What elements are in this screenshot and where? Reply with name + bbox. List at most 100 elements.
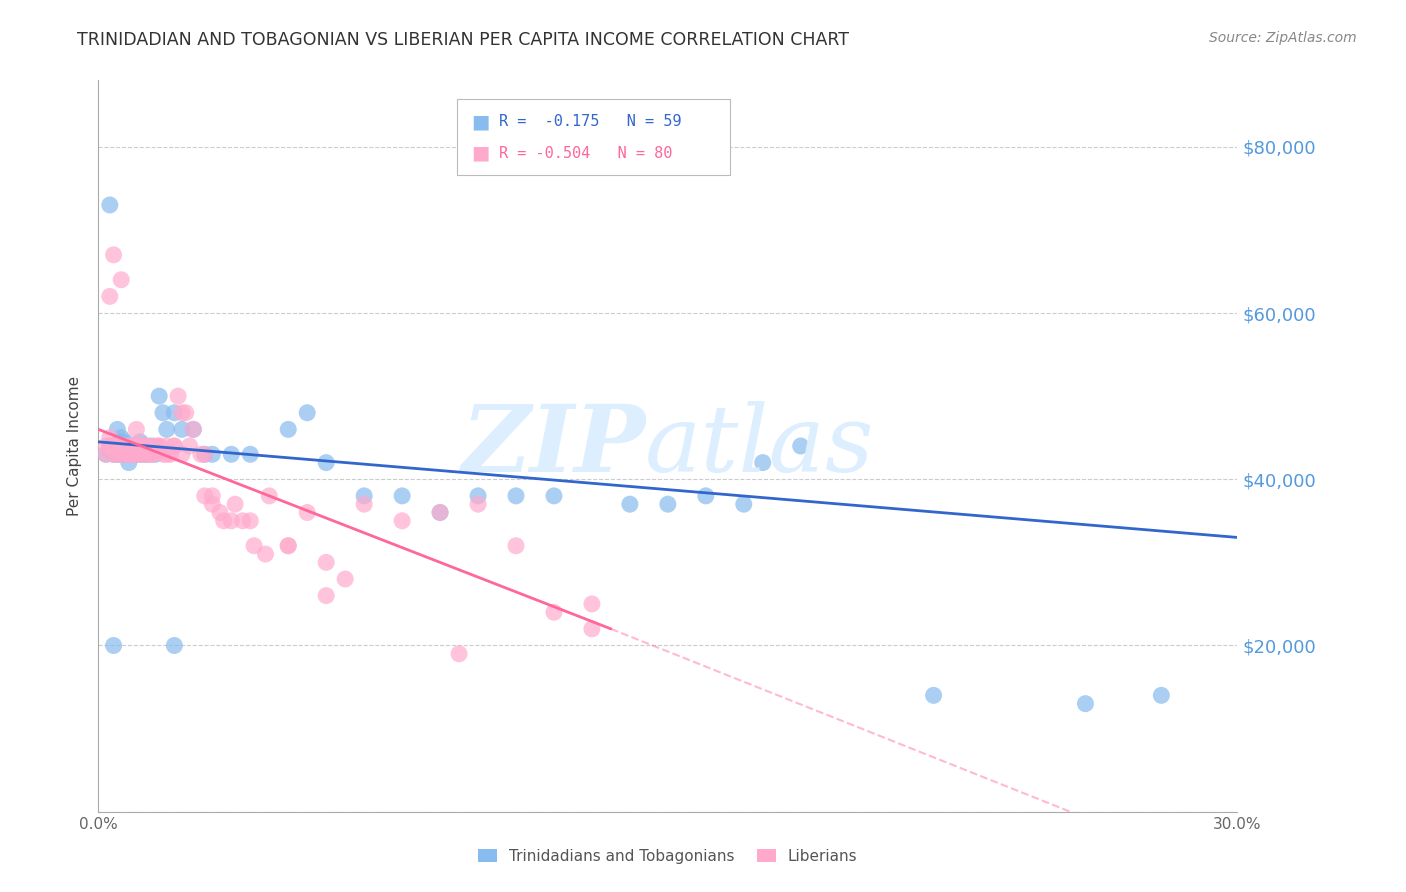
Point	[148, 439, 170, 453]
Text: TRINIDADIAN AND TOBAGONIAN VS LIBERIAN PER CAPITA INCOME CORRELATION CHART: TRINIDADIAN AND TOBAGONIAN VS LIBERIAN P…	[77, 31, 849, 49]
Point	[315, 555, 337, 569]
Point	[790, 439, 813, 453]
Point	[922, 689, 945, 703]
Point	[315, 456, 337, 470]
Point	[103, 439, 125, 453]
Point	[121, 439, 143, 453]
Point	[132, 439, 155, 453]
Point	[1074, 697, 1097, 711]
Point	[132, 447, 155, 461]
Point	[114, 447, 136, 461]
Point	[449, 647, 471, 661]
Point	[221, 514, 243, 528]
Point	[695, 489, 717, 503]
Point	[98, 439, 121, 453]
Point	[391, 489, 413, 503]
Point	[156, 439, 179, 453]
Point	[125, 422, 148, 436]
Point	[619, 497, 641, 511]
Point	[107, 439, 129, 453]
Text: ■: ■	[471, 144, 489, 163]
Point	[145, 447, 167, 461]
Point	[277, 539, 299, 553]
Point	[125, 439, 148, 453]
Point	[277, 539, 299, 553]
Point	[297, 506, 319, 520]
Point	[243, 539, 266, 553]
Point	[121, 447, 143, 461]
Point	[114, 439, 136, 453]
Point	[129, 434, 152, 449]
Point	[156, 447, 179, 461]
Text: ■: ■	[471, 112, 489, 131]
Point	[429, 506, 451, 520]
Point	[543, 489, 565, 503]
Point	[733, 497, 755, 511]
Text: R = -0.504   N = 80: R = -0.504 N = 80	[499, 146, 672, 161]
Point	[129, 439, 152, 453]
Text: atlas: atlas	[645, 401, 875, 491]
Point	[657, 497, 679, 511]
Point	[543, 605, 565, 619]
Point	[170, 447, 193, 461]
Point	[110, 439, 132, 453]
Point	[98, 431, 121, 445]
Point	[179, 439, 201, 453]
Point	[194, 447, 217, 461]
Point	[201, 447, 224, 461]
Point	[201, 497, 224, 511]
Point	[221, 447, 243, 461]
Point	[125, 439, 148, 453]
Point	[194, 447, 217, 461]
Point	[232, 514, 254, 528]
Point	[183, 422, 205, 436]
Point	[190, 447, 212, 461]
Point	[581, 597, 603, 611]
Point	[103, 439, 125, 453]
Point	[152, 447, 174, 461]
Point	[297, 406, 319, 420]
Point	[118, 456, 141, 470]
Point	[98, 289, 121, 303]
Point	[132, 439, 155, 453]
Point	[94, 447, 117, 461]
Point	[141, 439, 163, 453]
Point	[107, 422, 129, 436]
Point	[107, 447, 129, 461]
Point	[110, 439, 132, 453]
Point	[136, 447, 159, 461]
Point	[103, 248, 125, 262]
Point	[114, 434, 136, 449]
Point	[145, 439, 167, 453]
Point	[156, 422, 179, 436]
Point	[107, 439, 129, 453]
Point	[163, 639, 186, 653]
Point	[103, 447, 125, 461]
Point	[391, 514, 413, 528]
Point	[201, 489, 224, 503]
Point	[505, 489, 527, 503]
Point	[212, 514, 235, 528]
Point	[752, 456, 775, 470]
Point	[315, 589, 337, 603]
Point	[129, 447, 152, 461]
Y-axis label: Per Capita Income: Per Capita Income	[67, 376, 83, 516]
Point	[103, 447, 125, 461]
Point	[239, 514, 262, 528]
Point	[114, 447, 136, 461]
Point	[170, 422, 193, 436]
Point	[103, 639, 125, 653]
Point	[163, 406, 186, 420]
Point	[98, 198, 121, 212]
Point	[148, 389, 170, 403]
Point	[129, 447, 152, 461]
Point	[170, 406, 193, 420]
Point	[118, 439, 141, 453]
Point	[118, 447, 141, 461]
Point	[121, 443, 143, 458]
Text: Source: ZipAtlas.com: Source: ZipAtlas.com	[1209, 31, 1357, 45]
Point	[353, 497, 375, 511]
Point	[107, 447, 129, 461]
Point	[141, 447, 163, 461]
Point	[98, 443, 121, 458]
